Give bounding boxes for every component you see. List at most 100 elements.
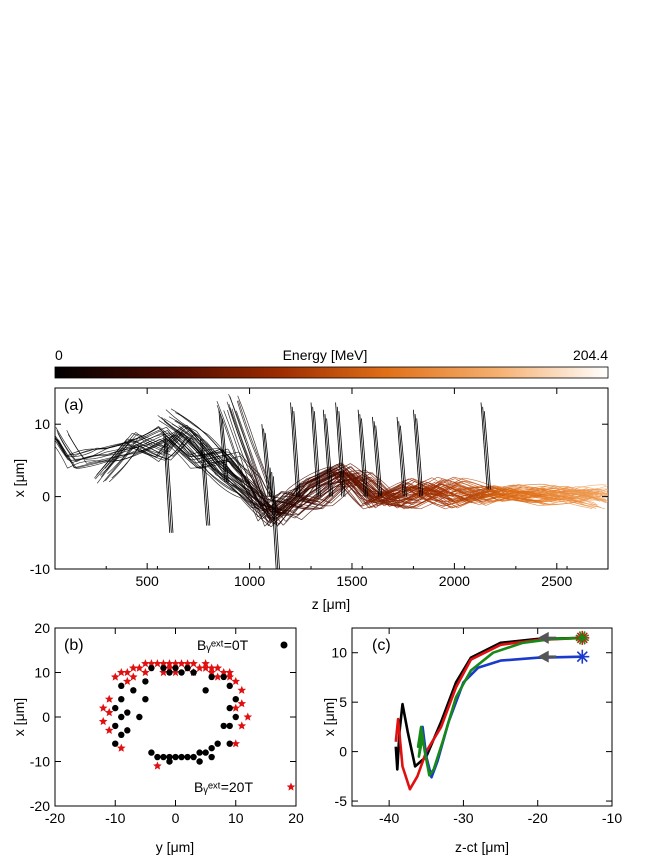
trajectory-segment: [133, 445, 165, 461]
trajectory-segment: [454, 484, 497, 500]
trajectory-vertical: [201, 442, 209, 526]
trajectory-segment: [268, 507, 300, 516]
trajectory-segment: [494, 483, 547, 492]
trajectory-segment: [288, 466, 330, 489]
trajectory-segment: [201, 430, 233, 467]
trajectory-segment: [401, 483, 443, 506]
trajectory-segment: [430, 482, 472, 502]
trajectory-segment: [135, 438, 167, 454]
trajectory-segment: [74, 448, 106, 457]
trajectory-vertical: [361, 418, 368, 497]
trajectory-segment: [338, 471, 370, 480]
trajectory-segment: [104, 432, 136, 469]
trajectory-segment: [360, 497, 402, 506]
point-20t: [201, 659, 210, 668]
trajectory-segment: [544, 488, 596, 504]
point-20t: [147, 659, 156, 668]
trajectory-vertical: [313, 411, 321, 497]
trajectory-segment: [157, 431, 179, 454]
trajectory-segment: [226, 401, 248, 460]
trajectory-segment: [301, 467, 333, 483]
trajectory-segment: [250, 454, 272, 513]
trajectory-segment: [444, 489, 486, 505]
point-20t: [117, 743, 126, 752]
trajectory-vertical: [335, 402, 343, 497]
trajectory-segment: [258, 458, 280, 517]
trajectory-segment: [279, 487, 311, 517]
trajectory-segment: [291, 481, 334, 512]
trajectory-segment: [158, 420, 190, 443]
point-0t: [112, 722, 119, 730]
trajectory-segment: [300, 462, 342, 485]
point-20t: [231, 739, 240, 748]
trajectory-segment: [401, 481, 443, 504]
trajectory-segment: [549, 492, 601, 508]
x-tick-label: 1500: [336, 573, 367, 589]
trajectory-vertical: [310, 402, 318, 497]
trajectory-segment: [342, 463, 374, 494]
point-0t: [130, 687, 137, 694]
trajectory-segment: [235, 410, 258, 469]
trajectory-segment: [534, 490, 586, 506]
trajectory-segment: [228, 403, 250, 463]
trajectory-segment: [563, 490, 605, 498]
panel-b-label: (b): [64, 637, 84, 654]
trajectory-segment: [370, 500, 412, 509]
point-0t: [118, 682, 125, 690]
trajectory-vertical: [338, 411, 346, 497]
x-tick-label: -10: [602, 810, 622, 826]
point-0t: [166, 753, 173, 761]
x-tick-label: 0: [172, 810, 180, 826]
x-tick-label: -10: [105, 810, 125, 826]
trajectory-segment: [371, 472, 404, 502]
trajectory-segment: [85, 451, 117, 460]
point-0t: [190, 753, 197, 761]
trajectory-segment: [237, 458, 259, 518]
point-20t: [237, 699, 247, 708]
x-tick-label: 2500: [541, 573, 572, 589]
trajectory-segment: [372, 499, 414, 508]
trajectory-segment: [95, 442, 127, 480]
y-tick-label: 0: [42, 709, 50, 725]
trajectory-vertical: [414, 414, 422, 497]
point-20t: [129, 663, 138, 672]
y-tick-label: 0: [42, 489, 50, 505]
trajectory-segment: [336, 472, 368, 502]
point-0t: [178, 753, 185, 761]
trajectory-segment: [247, 459, 269, 518]
point-0t: [178, 669, 185, 676]
trajectory-vertical: [482, 406, 490, 490]
trajectory-segment: [183, 425, 215, 463]
trajectory-vertical: [264, 432, 272, 497]
point-20t: [98, 717, 108, 726]
trajectory-segment: [506, 491, 559, 500]
trajectory-segment: [163, 418, 196, 441]
x-tick-label: -40: [379, 810, 399, 826]
trajectory-vertical: [272, 476, 280, 569]
panel-b-ylabel: x [μm]: [11, 698, 27, 736]
trajectory-segment: [216, 401, 238, 460]
panel-c-label: (c): [372, 637, 391, 654]
trajectory-segment: [238, 400, 260, 459]
y-tick-label: 10: [34, 416, 50, 432]
trajectory-segment: [68, 452, 100, 461]
point-20t: [231, 676, 240, 685]
point-20t: [123, 668, 132, 677]
point-20t: [117, 668, 126, 677]
trajectory-segment: [483, 488, 535, 497]
panel-b-frame: [54, 627, 297, 807]
trajectory-segment: [168, 416, 200, 439]
point-20t: [141, 668, 150, 677]
trajectory-segment: [332, 472, 364, 510]
trajectory-segment: [102, 445, 135, 483]
trajectory-segment: [165, 409, 197, 432]
trajectory-segment: [431, 477, 474, 497]
trajectory-segment: [220, 478, 252, 508]
trajectory-vertical: [396, 416, 404, 497]
point-0t: [208, 673, 215, 681]
trajectory-segment: [370, 495, 412, 504]
trajectory-vertical: [200, 438, 207, 526]
trajectory-vertical: [483, 411, 491, 490]
colorbar-gradient: [54, 366, 609, 379]
panel-a-frame: [54, 387, 609, 570]
